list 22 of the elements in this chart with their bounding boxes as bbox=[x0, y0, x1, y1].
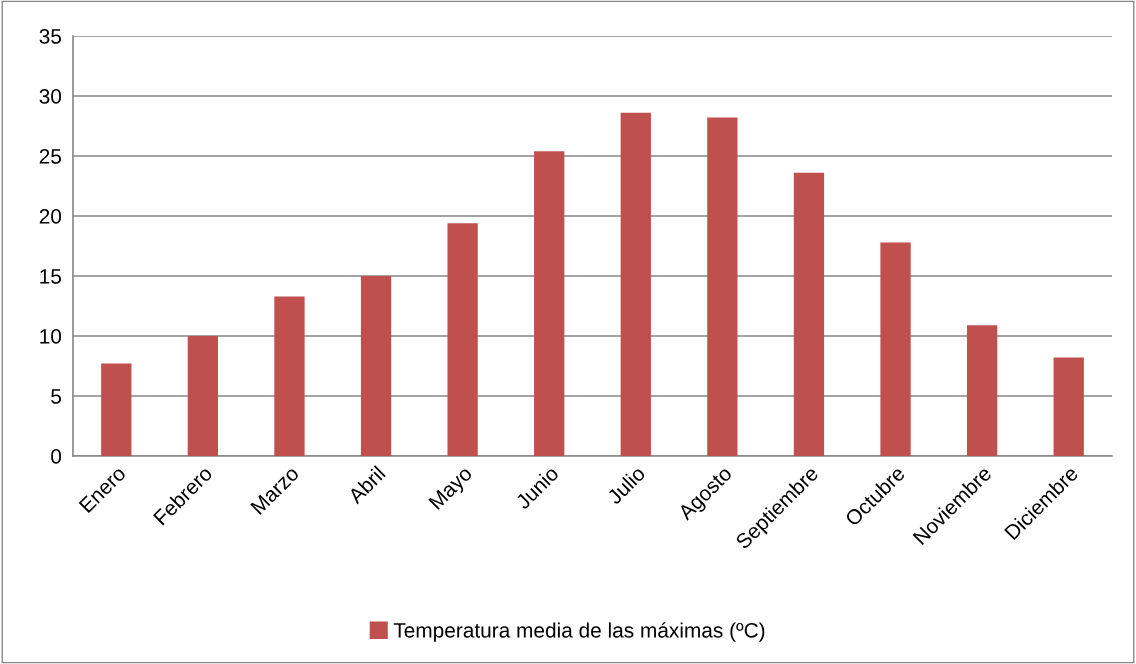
bar bbox=[101, 363, 132, 456]
y-tick-label: 30 bbox=[39, 89, 62, 104]
bar bbox=[707, 117, 738, 456]
y-tick-label: 20 bbox=[39, 209, 62, 224]
x-tick-label: Julio bbox=[605, 464, 646, 506]
y-tick-label: 35 bbox=[39, 29, 62, 44]
y-tick-label: 15 bbox=[40, 269, 62, 284]
bar bbox=[534, 151, 565, 456]
y-tick-label: 25 bbox=[39, 149, 62, 164]
bar bbox=[620, 112, 651, 456]
bar bbox=[187, 336, 219, 456]
bar bbox=[966, 325, 998, 456]
y-tick-label: 10 bbox=[40, 329, 62, 344]
y-tick-label: 0 bbox=[51, 449, 62, 464]
bar bbox=[274, 296, 305, 456]
bar bbox=[880, 242, 911, 456]
bar bbox=[360, 276, 392, 456]
bar bbox=[1053, 357, 1084, 456]
y-tick-label: 5 bbox=[51, 389, 62, 404]
bar bbox=[793, 172, 825, 456]
bar bbox=[447, 223, 478, 456]
legend-label: Temperatura media de las máximas (ºC) bbox=[393, 622, 765, 642]
